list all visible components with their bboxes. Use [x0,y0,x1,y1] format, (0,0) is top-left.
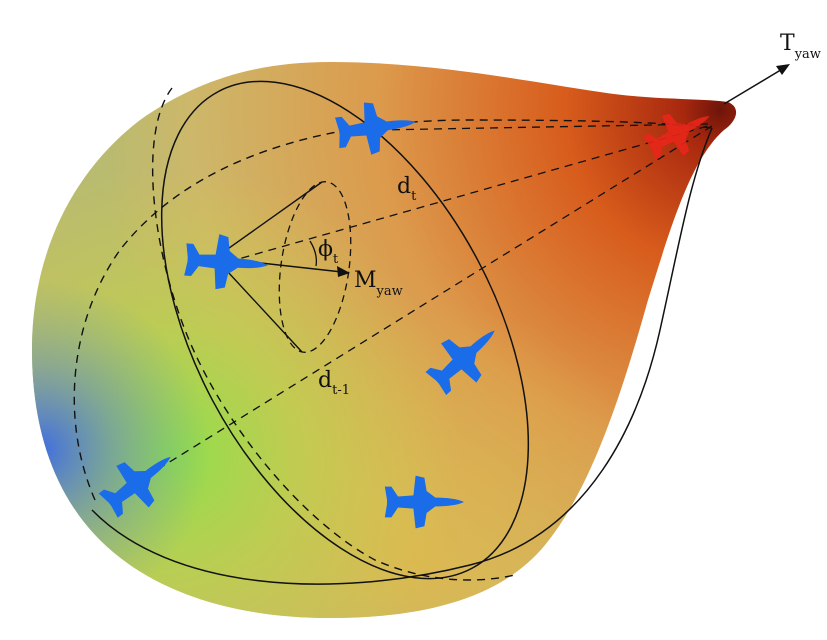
phi-angle-arc [309,240,318,267]
dashed-meridian-left [151,87,516,581]
solid-range-ellipse [160,80,530,580]
target-yaw-arrow [723,67,785,105]
label-d-t: dt [397,174,417,204]
label-target-yaw: Tyaw [780,31,821,62]
label-missile-yaw: Myaw [354,268,403,299]
view-cone [214,181,352,353]
sight-line-d-t-minus-1 [133,125,713,485]
outer-solid-meridian [91,127,713,585]
label-d-t-minus-1: dt-1 [318,368,350,398]
missile-yaw-arrowhead [337,266,350,277]
label-phi-t: ϕt [318,237,339,267]
target-yaw-arrowhead [776,64,790,75]
